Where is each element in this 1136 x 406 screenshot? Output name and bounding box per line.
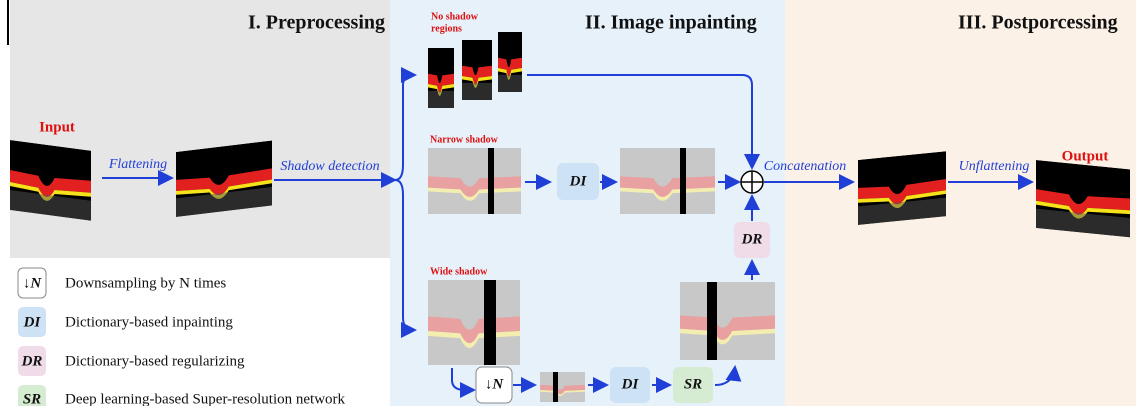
legend-text: Deep learning-based Super-resolution net…	[65, 391, 346, 406]
upsampled-image	[680, 282, 775, 360]
branch-label: regions	[431, 23, 462, 34]
pipeline-diagram: I. Preprocessing II. Image inpainting II…	[0, 0, 1136, 406]
flattened-image	[176, 140, 272, 217]
section-title: II. Image inpainting	[585, 12, 757, 34]
branch-label: No shadow	[431, 11, 479, 22]
output-image	[1036, 160, 1130, 237]
wide-shadow-image	[428, 280, 520, 365]
legend-key: DI	[23, 314, 42, 330]
output-label: Output	[1062, 148, 1109, 164]
downsample-label: ↓N	[485, 376, 505, 392]
narrow-shadow-image	[428, 148, 521, 214]
small-image	[540, 372, 585, 402]
branch-label: Wide shadow	[430, 266, 488, 277]
legend-key: ↓N	[23, 275, 43, 291]
legend: ↓N Downsampling by N times DI Dictionary…	[18, 268, 346, 406]
di-label: DI	[569, 173, 588, 189]
input-image	[10, 140, 91, 221]
concatenated-image	[858, 151, 946, 225]
step-label: Concatenation	[764, 159, 846, 174]
section-title: I. Preprocessing	[248, 12, 385, 34]
legend-key: SR	[23, 391, 41, 406]
legend-text: Dictionary-based regularizing	[65, 353, 245, 369]
concat-symbol	[741, 171, 763, 193]
di-label: DI	[621, 376, 640, 392]
legend-key: DR	[21, 353, 43, 369]
step-label: Flattening	[108, 157, 167, 172]
step-label: Shadow detection	[280, 159, 379, 174]
legend-text: Dictionary-based inpainting	[65, 314, 233, 330]
section-title: III. Postporcessing	[958, 12, 1118, 34]
step-label: Unflattening	[959, 159, 1030, 174]
branch-label: Narrow shadow	[430, 134, 499, 145]
sr-label: SR	[684, 376, 702, 392]
dr-label: DR	[741, 231, 763, 247]
legend-text: Downsampling by N times	[65, 275, 226, 291]
input-label: Input	[39, 119, 75, 135]
inpainted-image	[620, 148, 715, 214]
